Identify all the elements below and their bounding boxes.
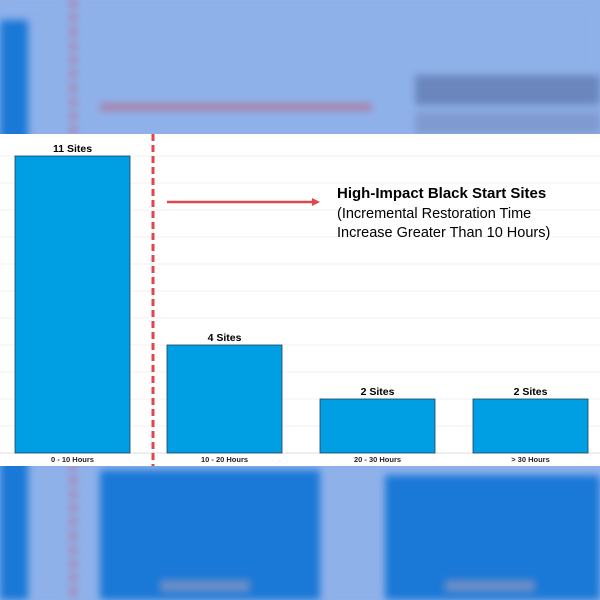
bar [472, 398, 589, 454]
data-label: 11 Sites [53, 143, 92, 155]
data-label: 2 Sites [361, 386, 395, 398]
x-tick-label: 20 - 30 Hours [354, 455, 401, 464]
bar [319, 398, 436, 454]
x-tick-label: 10 - 20 Hours [201, 455, 248, 464]
bar-chart: 11 Sites 0 - 10 Hours 4 Sites 10 - 20 Hours… [0, 134, 600, 466]
bar [166, 344, 283, 454]
bar [14, 155, 131, 454]
arrow-head-icon [312, 198, 320, 206]
annotation-line-2: Increase Greater Than 10 Hours) [337, 225, 550, 241]
data-label: 4 Sites [208, 332, 242, 344]
annotation-title: High-Impact Black Start Sites [337, 185, 546, 202]
data-label: 2 Sites [514, 386, 548, 398]
annotation-line-1: (Incremental Restoration Time [337, 206, 531, 222]
x-tick-label: > 30 Hours [511, 455, 550, 464]
x-tick-label: 0 - 10 Hours [51, 455, 94, 464]
chart-panel: 11 Sites 0 - 10 Hours 4 Sites 10 - 20 Hours… [0, 134, 600, 466]
